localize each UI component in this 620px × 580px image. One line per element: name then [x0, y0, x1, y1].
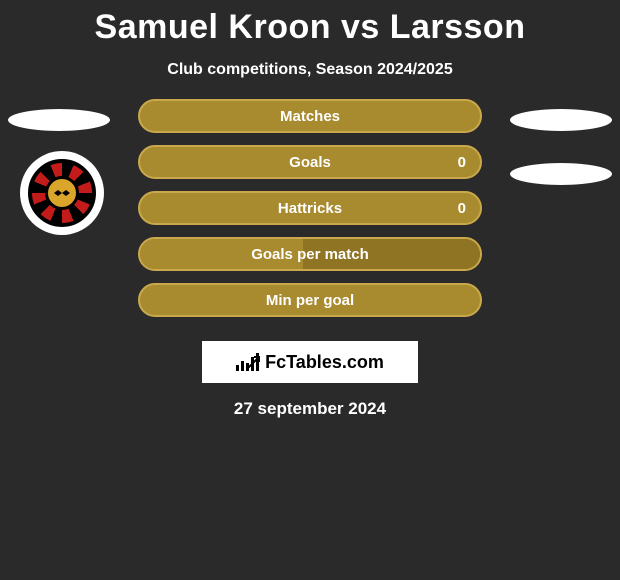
player-right-placeholder-ellipse-2: [510, 163, 612, 185]
stat-row: Goals 0: [138, 145, 482, 179]
stat-label: Hattricks: [278, 200, 342, 217]
stat-label: Min per goal: [266, 292, 354, 309]
watermark-text: FcTables.com: [265, 352, 384, 373]
club-badge-left: [20, 151, 104, 235]
stat-label: Goals per match: [251, 246, 369, 263]
page-title: Samuel Kroon vs Larsson: [0, 0, 620, 47]
watermark: FcTables.com: [202, 341, 418, 383]
player-left-placeholder-ellipse: [8, 109, 110, 131]
club-badge-center: [45, 176, 79, 210]
trend-arrow-icon: [245, 355, 261, 371]
page-subtitle: Club competitions, Season 2024/2025: [0, 61, 620, 79]
stat-row: Matches: [138, 99, 482, 133]
date-label: 27 september 2024: [0, 399, 620, 419]
handshake-icon: [53, 187, 71, 199]
stat-right-value: 0: [458, 200, 466, 217]
stat-row: Goals per match: [138, 237, 482, 271]
stat-label: Goals: [289, 154, 331, 171]
stat-right-value: 0: [458, 154, 466, 171]
comparison-arena: Matches Goals 0 Hattricks 0 Goals per match Mi…: [0, 109, 620, 409]
stat-row: Hattricks 0: [138, 191, 482, 225]
club-badge-inner: [28, 159, 96, 227]
stat-label: Matches: [280, 108, 340, 125]
player-right-placeholder-ellipse-1: [510, 109, 612, 131]
stat-row: Min per goal: [138, 283, 482, 317]
stat-rows: Matches Goals 0 Hattricks 0 Goals per match Mi…: [138, 99, 482, 317]
